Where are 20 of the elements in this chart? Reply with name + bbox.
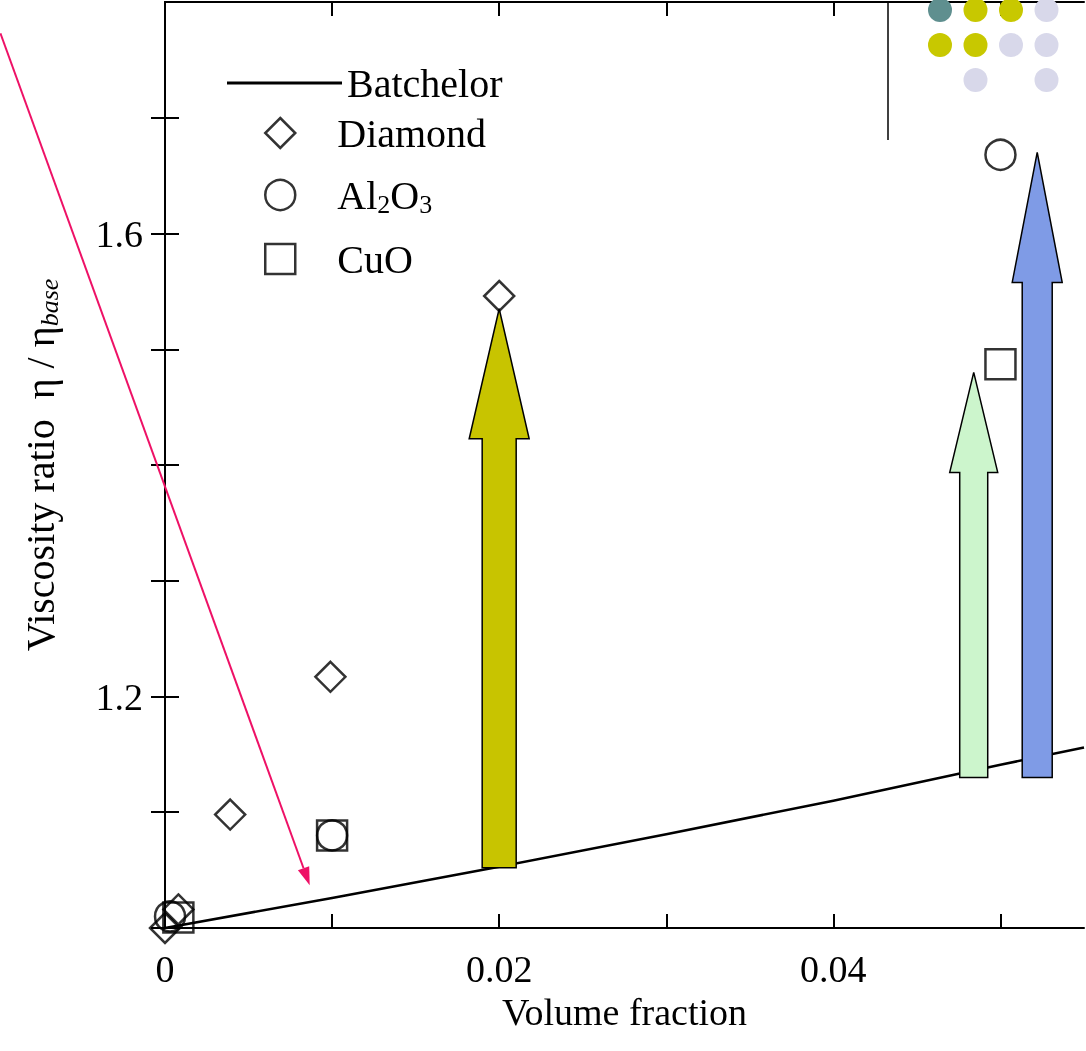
point: [162, 893, 195, 926]
point: [482, 279, 516, 313]
x-tick-label: 0: [155, 948, 175, 990]
legend-label: CuO: [337, 236, 413, 282]
point: [314, 660, 347, 694]
point: [162, 901, 195, 934]
x-tick-label: 0.02: [465, 948, 533, 990]
y-tick-label: 1.6: [95, 212, 143, 255]
point: [213, 798, 247, 831]
legend-label: Diamond: [337, 110, 487, 156]
x-axis-title: Volume fraction: [501, 990, 748, 1033]
point: [153, 900, 187, 933]
point: [984, 138, 1017, 172]
y-axis-title: Viscosity ratio η / ηbase: [17, 278, 64, 652]
y-tick-label: 1.2: [95, 675, 143, 718]
x-tick-label: 0.04: [800, 948, 867, 990]
point: [148, 911, 182, 945]
legend-label: Al2O3: [337, 172, 433, 219]
legend-label: Batchelor: [347, 60, 503, 106]
point: [984, 348, 1017, 381]
